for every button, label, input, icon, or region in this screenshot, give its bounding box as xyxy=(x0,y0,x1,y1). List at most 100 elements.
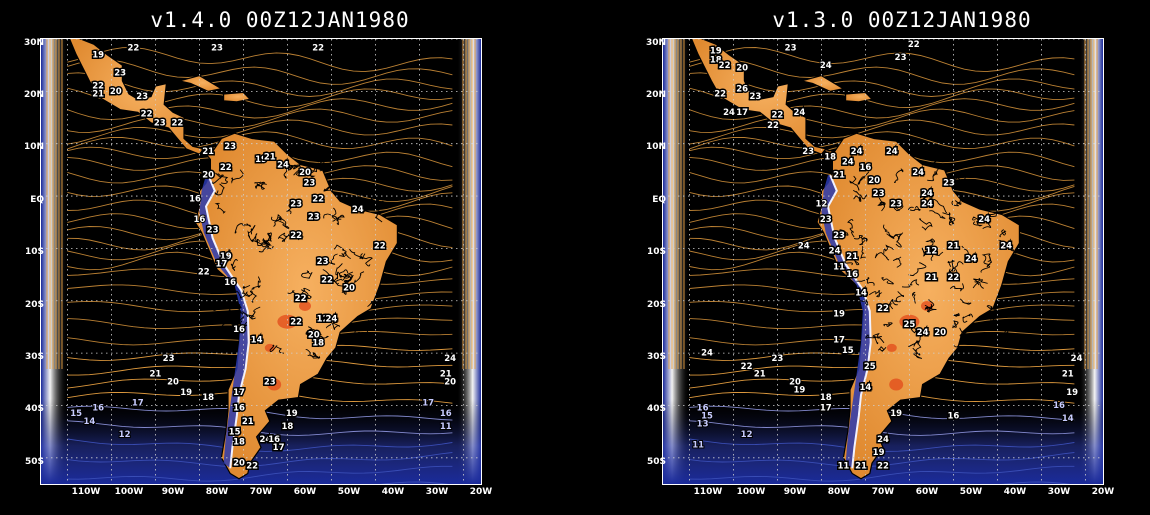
contour-label: 24 xyxy=(259,435,271,445)
contour-label: 15 xyxy=(842,346,854,356)
contour-label: 24 xyxy=(978,215,990,225)
lat-tick-label: 30S xyxy=(24,352,44,362)
contour-label: 24 xyxy=(842,158,854,168)
contour-label: 20 xyxy=(343,283,355,293)
contour-label: 19 xyxy=(180,388,192,398)
lon-tick-label: 30W xyxy=(1047,487,1071,497)
contour-label: 12 xyxy=(815,200,827,210)
lon-tick-label: 80W xyxy=(205,487,229,497)
contour-label: 22 xyxy=(719,61,731,71)
lat-tick-label: 10S xyxy=(646,247,666,257)
contour-label: 16 xyxy=(92,404,104,414)
contour-label: 17 xyxy=(233,388,245,398)
contour-label: 23 xyxy=(890,200,902,210)
contour-label: 20 xyxy=(934,328,946,338)
contour-label: 19 xyxy=(890,409,902,419)
contour-label: 21 xyxy=(855,461,867,471)
contour-label: 21 xyxy=(149,370,161,380)
contour-label: 16 xyxy=(193,215,205,225)
contour-label: 22 xyxy=(92,82,104,92)
contour-label: 24 xyxy=(912,168,924,178)
contour-label: 14 xyxy=(859,383,871,393)
contour-label: 17 xyxy=(833,336,845,346)
contour-label: 19 xyxy=(710,47,722,57)
contour-label: 17 xyxy=(736,108,748,118)
lon-tick-label: 60W xyxy=(915,487,939,497)
contour-label: 21 xyxy=(92,90,104,100)
contour-label: 17 xyxy=(273,443,285,453)
contour-label: 24 xyxy=(444,354,456,364)
contour-label: 23 xyxy=(163,354,175,364)
contour-label: 24 xyxy=(793,108,805,118)
contour-label: 15 xyxy=(701,412,713,422)
contour-label: 22 xyxy=(714,90,726,100)
panel-title: v1.3.0 00Z12JAN1980 xyxy=(772,8,1032,32)
contour-label: 23 xyxy=(943,179,955,189)
contour-label: 25 xyxy=(903,320,915,330)
contour-label: 24 xyxy=(723,108,735,118)
contour-label: 24 xyxy=(820,61,832,71)
contour-label: 22 xyxy=(321,275,333,285)
contour-label: 16 xyxy=(697,404,709,414)
contour-label: 22 xyxy=(220,163,232,173)
contour-label: 18 xyxy=(202,393,214,403)
lon-tick-label: 70W xyxy=(871,487,895,497)
contour-label: 22 xyxy=(290,317,302,327)
map-panel-right: v1.3.0 00Z12JAN1980 23 22 23 24 19 18 22 20 26 22… xyxy=(642,0,1114,515)
edge-contours xyxy=(46,39,476,369)
lat-tick-label: 30N xyxy=(23,38,44,48)
contour-label: 22 xyxy=(198,268,210,278)
contour-label: 24 xyxy=(886,147,898,157)
contour-label: 22 xyxy=(374,241,386,251)
lon-tick-label: 40W xyxy=(381,487,405,497)
lat-tick-label: 40S xyxy=(24,404,44,414)
land-contours xyxy=(212,156,385,359)
contour-label: 24 xyxy=(798,241,810,251)
contour-label: 12 xyxy=(119,430,131,440)
lat-tick-label: 20N xyxy=(645,90,666,100)
contour-label: 24 xyxy=(325,315,337,325)
contour-label: 22 xyxy=(312,44,324,54)
contour-label: 25 xyxy=(864,362,876,372)
contour-label: 12 xyxy=(925,247,937,257)
lon-tick-label: 40W xyxy=(1003,487,1027,497)
contour-label: 20 xyxy=(202,171,214,181)
contour-label: 16 xyxy=(233,325,245,335)
lon-tick-label: 20W xyxy=(469,487,493,497)
lon-tick-label: 20W xyxy=(1091,487,1115,497)
contour-label: 22 xyxy=(127,44,139,54)
contour-label: 22 xyxy=(771,111,783,121)
lat-tick-label: 50S xyxy=(24,457,44,467)
contour-label: 24 xyxy=(965,255,977,265)
contour-label: 22 xyxy=(171,118,183,128)
contour-label: 19 xyxy=(833,309,845,319)
contour-label: 16 xyxy=(233,404,245,414)
contour-label: 23 xyxy=(290,200,302,210)
contour-label: 22 xyxy=(767,121,779,131)
contour-label: 13 xyxy=(697,419,709,429)
contour-label: 18 xyxy=(233,438,245,448)
contour-label: 20 xyxy=(736,63,748,73)
contour-label: 21 xyxy=(846,252,858,262)
contour-label: 19 xyxy=(793,385,805,395)
lon-tick-label: 100W xyxy=(114,487,144,497)
contour-label: 11 xyxy=(837,461,849,471)
panel-title: v1.4.0 00Z12JAN1980 xyxy=(150,8,410,32)
lat-tick-label: 20N xyxy=(23,90,44,100)
contour-label: 23 xyxy=(207,226,219,236)
contour-label: 19 xyxy=(286,409,298,419)
contour-label: 23 xyxy=(785,44,797,54)
lat-tick-label: 20S xyxy=(646,300,666,310)
contour-label: 20 xyxy=(299,168,311,178)
contour-label: 22 xyxy=(290,231,302,241)
contour-label: 19 xyxy=(1066,388,1078,398)
contour-label: 22 xyxy=(295,294,307,304)
contour-label: 15 xyxy=(229,427,241,437)
map-panel-left: v1.4.0 00Z12JAN1980 22 23 22 19 23 22 21 20 23 22… xyxy=(20,0,492,515)
contour-label: 24 xyxy=(877,435,889,445)
lat-lon-grid xyxy=(41,39,481,484)
lat-tick-label: 10N xyxy=(645,142,666,152)
